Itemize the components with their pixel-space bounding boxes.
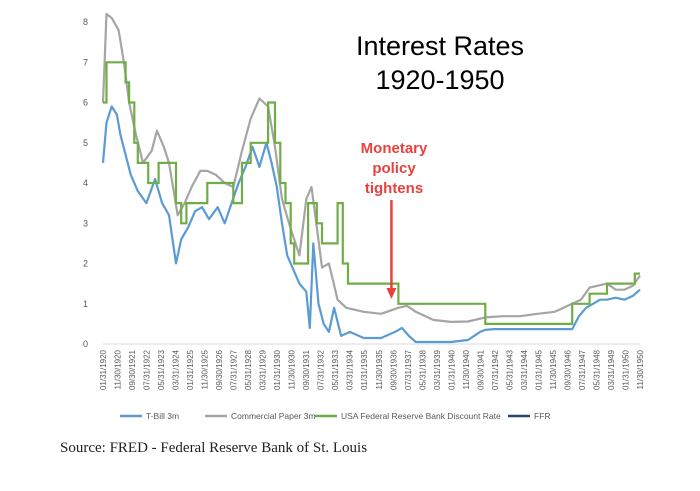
x-tick-label: 05/31/1933 bbox=[331, 349, 340, 390]
x-tick-label: 09/30/1946 bbox=[563, 349, 572, 390]
x-tick-label: 05/31/1948 bbox=[592, 349, 601, 390]
x-tick-label: 05/31/1938 bbox=[418, 349, 427, 390]
x-tick-label: 03/31/1929 bbox=[259, 349, 268, 390]
x-axis-ticks: 01/31/1920 11/30/1920 09/30/1921 07/31/1922… bbox=[99, 349, 645, 390]
x-tick-label: 07/31/1927 bbox=[230, 349, 239, 390]
x-tick-label: 01/31/1930 bbox=[273, 349, 282, 390]
series-line-commercial-paper bbox=[101, 12, 641, 323]
x-tick-label: 11/30/1935 bbox=[375, 349, 384, 389]
legend-label: Commercial Paper 3m bbox=[231, 411, 316, 421]
x-tick-label: 11/30/1940 bbox=[462, 349, 471, 389]
x-tick-label: 09/30/1936 bbox=[389, 349, 398, 390]
chart-title-line-2: 1920-1950 bbox=[375, 65, 504, 95]
x-tick-label: 07/31/1942 bbox=[491, 349, 500, 390]
x-tick-label: 05/31/1928 bbox=[244, 349, 253, 390]
x-tick-label: 07/31/1922 bbox=[143, 349, 152, 390]
legend: T-Bill 3m Commercial Paper 3m USA Federal … bbox=[120, 411, 551, 421]
legend-label: T-Bill 3m bbox=[146, 411, 179, 421]
x-tick-label: 11/30/1930 bbox=[288, 349, 297, 389]
annotation-arrow-head bbox=[386, 288, 397, 299]
y-tick-label: 0 bbox=[83, 339, 88, 349]
x-tick-label: 01/31/1940 bbox=[447, 349, 456, 390]
x-tick-label: 11/30/1920 bbox=[114, 349, 123, 389]
x-tick-label: 11/30/1945 bbox=[549, 349, 558, 389]
x-tick-label: 05/31/1943 bbox=[505, 349, 514, 390]
series-line-tbill bbox=[101, 105, 641, 344]
plot-lines bbox=[101, 12, 641, 344]
x-tick-label: 09/30/1931 bbox=[302, 349, 311, 390]
series-line-discount-rate bbox=[103, 61, 640, 325]
y-tick-label: 6 bbox=[83, 98, 88, 108]
x-tick-label: 03/31/1949 bbox=[607, 349, 616, 390]
x-tick-label: 09/30/1941 bbox=[476, 349, 485, 390]
x-tick-label: 03/31/1939 bbox=[433, 349, 442, 390]
x-tick-label: 01/31/1925 bbox=[186, 349, 195, 390]
x-tick-label: 09/30/1926 bbox=[215, 349, 224, 390]
annotation-line-2: policy bbox=[372, 160, 416, 177]
chart-title-line-1: Interest Rates bbox=[356, 31, 524, 61]
y-tick-label: 8 bbox=[83, 17, 88, 27]
x-tick-label: 07/31/1932 bbox=[317, 349, 326, 390]
y-tick-label: 4 bbox=[83, 178, 88, 188]
x-tick-label: 11/30/1925 bbox=[201, 349, 210, 389]
y-tick-label: 7 bbox=[83, 57, 88, 67]
x-tick-label: 07/31/1947 bbox=[578, 349, 587, 390]
y-tick-label: 1 bbox=[83, 299, 88, 309]
annotation-line-3: tightens bbox=[365, 180, 423, 197]
annotation-line-1: Monetary bbox=[361, 140, 428, 157]
legend-label: USA Federal Reserve Bank Discount Rate bbox=[341, 411, 501, 421]
x-tick-label: 07/31/1937 bbox=[404, 349, 413, 390]
legend-label: FFR bbox=[534, 411, 551, 421]
x-tick-label: 03/31/1944 bbox=[520, 349, 529, 390]
source-note: Source: FRED - Federal Reserve Bank of S… bbox=[60, 440, 368, 456]
y-tick-label: 2 bbox=[83, 259, 88, 269]
x-tick-label: 05/31/1923 bbox=[157, 349, 166, 390]
x-tick-label: 01/31/1935 bbox=[360, 349, 369, 390]
y-axis-ticks: 0 1 2 3 4 5 6 7 8 bbox=[83, 17, 88, 349]
x-tick-label: 09/30/1921 bbox=[128, 349, 137, 390]
x-tick-label: 11/30/1950 bbox=[636, 349, 645, 389]
x-tick-label: 01/31/1920 bbox=[99, 349, 108, 390]
x-tick-label: 01/31/1945 bbox=[534, 349, 543, 390]
x-tick-label: 03/31/1924 bbox=[172, 349, 181, 390]
y-tick-label: 5 bbox=[83, 138, 88, 148]
x-tick-label: 01/31/1950 bbox=[621, 349, 630, 390]
y-tick-label: 3 bbox=[83, 218, 88, 228]
x-tick-label: 03/31/1934 bbox=[346, 349, 355, 390]
